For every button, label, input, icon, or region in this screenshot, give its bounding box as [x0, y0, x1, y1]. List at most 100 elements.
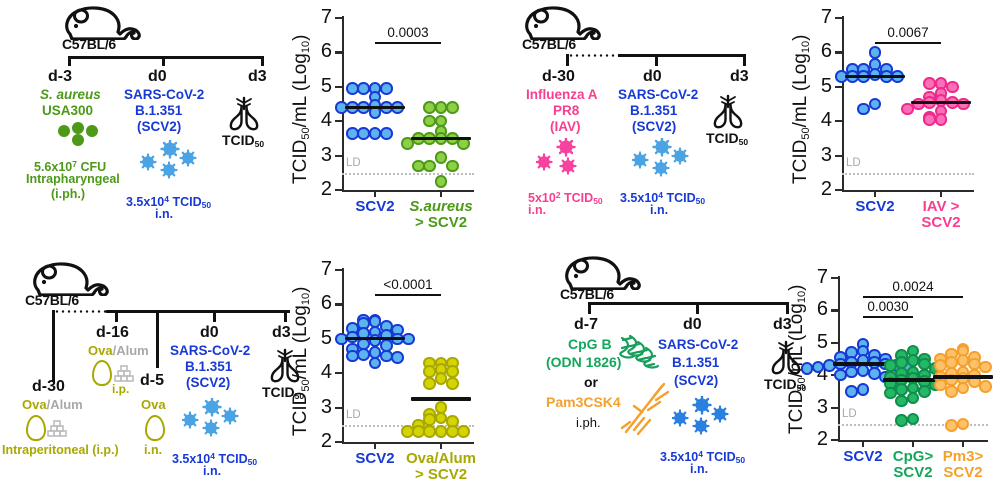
readout-pre: TCID — [706, 130, 739, 146]
panel-c-d30-agent: Ova/Alum — [22, 398, 83, 412]
dose-pre: 3.5x10 — [620, 191, 659, 205]
panel-d-agent-line3: Pam3CSK4 — [546, 394, 621, 410]
x-axis — [342, 442, 474, 445]
panel-a-scv2-line1: SARS-CoV-2 — [124, 87, 205, 102]
y-tick-label: 5 — [816, 330, 828, 353]
panel-c-d30-route: Intraperitoneal (i.p.) — [2, 443, 119, 457]
y-tick-label: 4 — [820, 109, 832, 132]
data-point — [423, 425, 437, 438]
y-tick — [835, 120, 842, 123]
y-tick-label: 3 — [320, 395, 332, 418]
panel-b-agent-line1: Influenza A — [526, 87, 598, 102]
panel-c-day-d16: d-16 — [96, 324, 129, 341]
data-point — [434, 151, 448, 164]
ova-egg-icon — [26, 415, 46, 441]
dose-sup: 4 — [210, 451, 215, 461]
limit-of-detection-label: LD — [846, 156, 861, 169]
data-point — [357, 126, 371, 140]
panel-a-agent-line1: S. aureus — [40, 87, 101, 102]
slash: / — [46, 397, 51, 412]
panel-d-day-2: d0 — [683, 316, 702, 333]
panel-d-route: i.ph. — [576, 415, 601, 430]
dose-pre: 5x10 — [528, 191, 556, 205]
data-point — [956, 381, 970, 395]
dose-pre: 3.5x10 — [172, 452, 211, 466]
panel-a-chart: 2 3 4 5 6 7 TCID50/mL (Log10) LD 0.0003 SCV2 S.aur… — [280, 0, 500, 248]
dose-sup: 7 — [72, 159, 77, 169]
x-axis-label: CpG> — [892, 448, 934, 465]
timeline-bar — [588, 302, 788, 305]
y-tick-label: 5 — [320, 74, 332, 97]
data-point — [884, 386, 897, 400]
timeline-tick-2 — [655, 54, 658, 66]
panel-c-day-d30: d-30 — [32, 378, 65, 395]
y-tick — [335, 154, 342, 157]
timeline-bar — [106, 310, 290, 313]
panel-c-day-d0: d0 — [200, 324, 219, 341]
data-point — [423, 159, 437, 173]
timeline-tick-1 — [68, 56, 71, 66]
lipopeptide-icon — [620, 378, 672, 443]
y-tick-label: 3 — [816, 395, 828, 418]
virus-icon — [535, 137, 594, 180]
readout-sub: 50 — [738, 137, 749, 147]
x-axis-label: SCV2 — [355, 198, 395, 215]
panel-b-scv2-line1: SARS-CoV-2 — [618, 87, 699, 102]
data-point — [423, 413, 437, 426]
dose-pre: 3.5x10 — [126, 195, 165, 209]
data-point — [957, 97, 970, 111]
y-tick — [831, 277, 838, 280]
timeline-tick-d5 — [156, 310, 159, 368]
panel-b-scv2-dose: 3.5x104 TCID50 — [620, 189, 705, 209]
panel-b-dose: 5x102 TCID50 — [528, 189, 603, 209]
panel-d-agent-line2: (ODN 1826) — [546, 354, 622, 370]
x-axis-label: S.aureus — [409, 198, 473, 215]
panel-c-d16-route: i.p. — [112, 382, 130, 396]
data-point — [445, 101, 459, 114]
panel-c-d16-agent: Ova/Alum — [88, 344, 149, 358]
timeline-tick-2 — [162, 56, 165, 66]
alum-icon — [46, 419, 68, 442]
panel-b-readout-label: TCID50 — [706, 130, 749, 150]
panel-d-strain: C57BL/6 — [560, 286, 614, 302]
y-tick — [835, 85, 842, 88]
dose-mid: TCID — [702, 450, 736, 464]
x-tick — [374, 442, 377, 449]
mouse-icon — [522, 4, 604, 45]
panel-c-scv2-line3: (SCV2) — [186, 375, 231, 390]
panel-b-route: i.n. — [528, 203, 547, 217]
timeline-tick-1 — [588, 302, 591, 314]
data-point — [346, 349, 359, 363]
data-point — [956, 417, 970, 431]
x-axis — [842, 190, 974, 193]
limit-of-detection-label: LD — [346, 408, 361, 421]
panel-a-day-3: d3 — [248, 68, 267, 85]
panel-d-chart: 2 3 4 5 6 7 TCID50/mL (Log10) LD 0.0030 0.0024 SCV… — [780, 250, 1000, 498]
data-point — [917, 385, 931, 398]
significance-bar — [375, 294, 441, 297]
limit-of-detection-label: LD — [842, 407, 857, 420]
x-axis-label: > SCV2 — [414, 214, 468, 231]
data-point — [979, 360, 992, 374]
y-tick — [831, 309, 838, 312]
x-axis-label: SCV2 — [855, 198, 895, 215]
lung-icon — [224, 92, 264, 137]
y-tick-label: 7 — [320, 258, 332, 280]
x-axis-label: SCV2 — [355, 450, 395, 467]
readout-sub: 50 — [254, 139, 265, 149]
timeline-dotted — [54, 310, 106, 313]
dose-sub: 50 — [695, 196, 706, 206]
y-tick — [335, 51, 342, 54]
y-tick-label: 4 — [320, 361, 332, 384]
y-tick-label: 4 — [816, 363, 828, 386]
x-tick — [912, 440, 915, 447]
panel-b-day-1: d-30 — [542, 68, 575, 85]
dose-sub: 50 — [593, 196, 603, 206]
y-tick — [335, 303, 342, 306]
timeline-tick-3 — [261, 56, 264, 66]
median-line — [411, 397, 471, 401]
x-axis-label: SCV2 — [843, 448, 883, 465]
panel-a-scv2-line2: B.1.351 — [135, 103, 183, 118]
panel-a-route-1: Intrapharyngeal — [26, 172, 120, 186]
